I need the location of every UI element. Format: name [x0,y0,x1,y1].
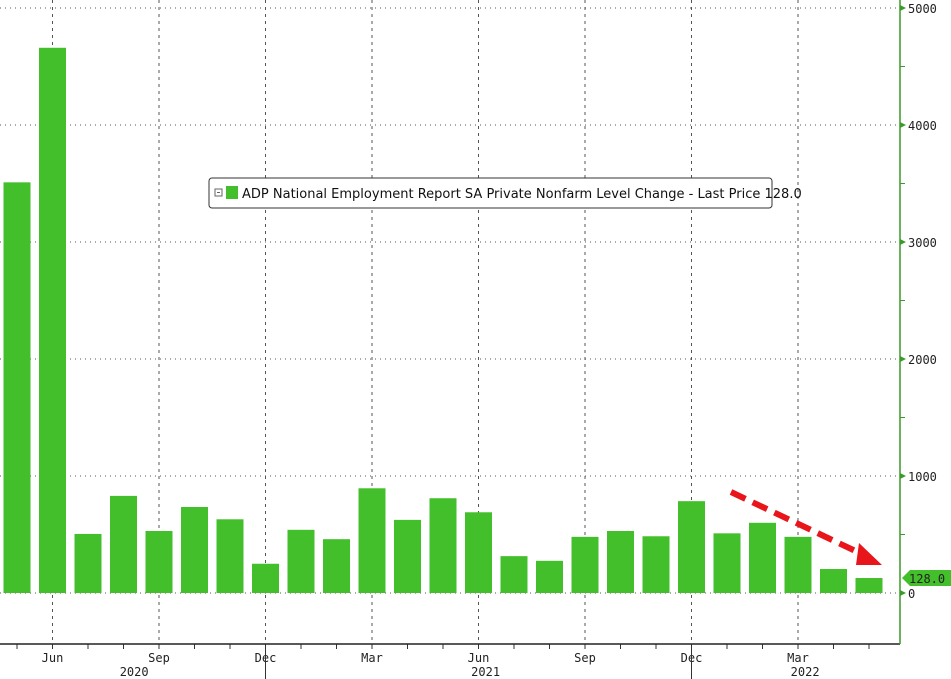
bar-sep-2020 [145,530,173,593]
last-value-tag: 128.0 [902,570,951,586]
bar-feb-2022 [749,522,776,593]
bar-nov-2021 [642,536,670,593]
bars [3,47,883,593]
bar-may-2022 [855,578,883,593]
year-label: 2021 [471,665,500,679]
y-tick-label: 5000 [908,2,937,16]
year-label: 2020 [120,665,149,679]
bar-apr-2021 [394,519,421,593]
y-tick-mark [900,473,906,479]
y-tick-label: 3000 [908,236,937,250]
bar-may-2021 [429,498,457,593]
legend: ADP National Employment Report SA Privat… [208,177,802,209]
y-tick-label: 4000 [908,119,937,133]
bar-jan-2022 [713,533,741,593]
bar-feb-2021 [323,539,350,593]
y-tick-label: 2000 [908,353,937,367]
y-tick-mark [900,122,906,128]
legend-label: ADP National Employment Report SA Privat… [242,187,802,202]
bar-dec-2021 [678,501,705,593]
y-tick-label: 1000 [908,470,937,484]
bar-oct-2020 [181,507,208,593]
bar-jun-2021 [465,512,492,593]
bar-jul-2020 [74,533,102,593]
bar-aug-2021 [536,560,563,593]
legend-swatch [226,186,238,199]
bar-dec-2020 [252,563,279,593]
x-tick-label: Mar [361,651,383,665]
bar-mar-2021 [358,488,386,593]
bar-nov-2020 [216,519,244,593]
bar-aug-2020 [110,495,137,593]
y-tick-mark [900,239,906,245]
bar-apr-2022 [820,569,847,593]
trend-arrow-annotation [729,489,882,565]
bar-oct-2021 [607,530,634,593]
y-tick-mark [900,590,906,596]
x-tick-label: Jun [42,651,64,665]
y-tick-mark [900,356,906,362]
y-tick-label: 0 [908,587,915,601]
bar-may-2020 [3,182,31,593]
grid [0,0,900,644]
last-value-label: 128.0 [909,572,945,586]
x-tick-label: Mar [787,651,809,665]
bar-mar-2022 [784,536,812,593]
year-label: 2022 [791,665,820,679]
x-tick-label: Sep [148,651,170,665]
x-tick-label: Sep [574,651,596,665]
bar-sep-2021 [571,536,599,593]
bar-jun-2020 [39,47,66,593]
x-tick-label: Jun [468,651,490,665]
bar-jul-2021 [500,556,528,593]
y-tick-mark [900,5,906,11]
bar-jan-2021 [287,529,315,593]
